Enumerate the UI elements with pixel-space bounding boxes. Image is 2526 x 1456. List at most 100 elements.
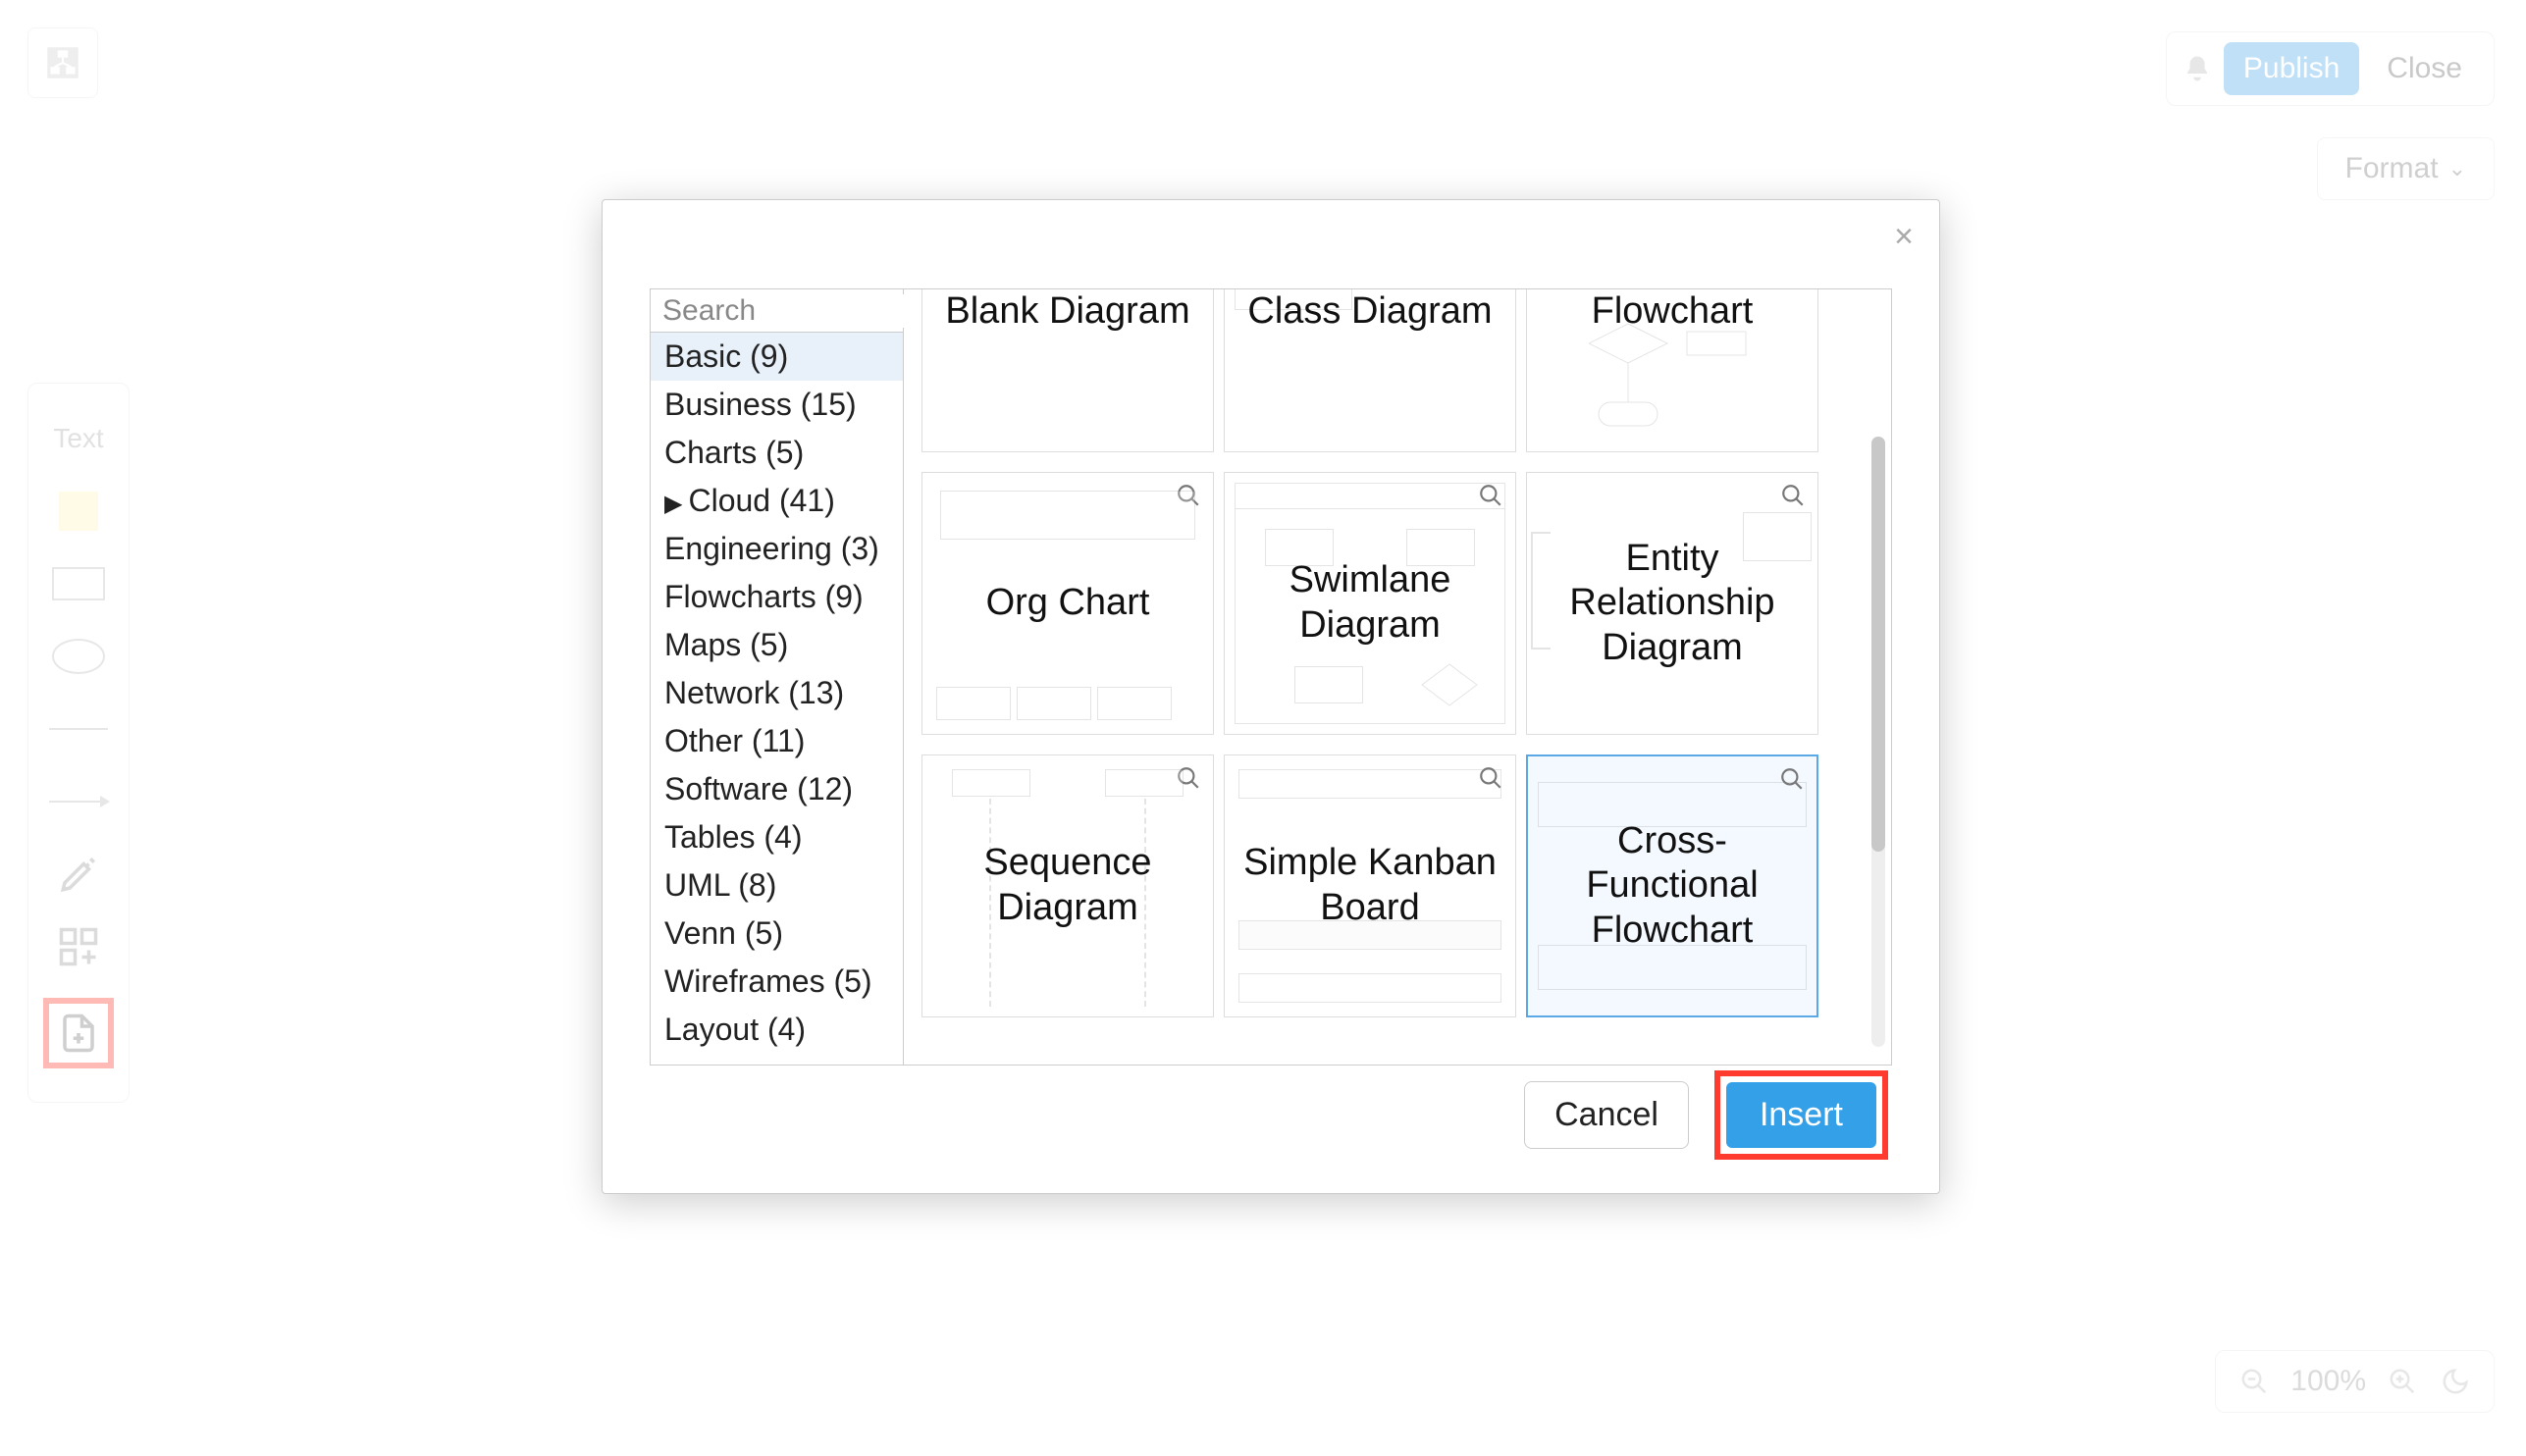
category-label: Tables (4) xyxy=(664,819,803,855)
category-label: Venn (5) xyxy=(664,915,783,951)
category-label: Business (15) xyxy=(664,387,857,422)
pencil-sparkle-icon xyxy=(58,854,99,895)
category-item[interactable]: Flowcharts (9) xyxy=(651,573,903,621)
category-item[interactable]: ▶Cloud (41) xyxy=(651,477,903,525)
preview-zoom-icon[interactable] xyxy=(1780,483,1806,508)
category-item[interactable]: Wireframes (5) xyxy=(651,958,903,1006)
modal-footer: Cancel Insert xyxy=(1524,1070,1888,1160)
format-dropdown[interactable]: Format ⌄ xyxy=(2317,137,2495,200)
template-card[interactable]: Flowchart xyxy=(1526,289,1818,452)
template-title: Org Chart xyxy=(980,581,1156,626)
rectangle-tool[interactable] xyxy=(49,562,108,605)
arrow-icon xyxy=(49,801,108,803)
zoom-value: 100% xyxy=(2290,1365,2366,1398)
template-card[interactable]: Class Diagram xyxy=(1224,289,1516,452)
freehand-tool[interactable] xyxy=(49,853,108,896)
template-card[interactable]: Cross-Functional Flowchart xyxy=(1526,754,1818,1017)
expand-icon: ▶ xyxy=(664,491,682,517)
line-tool[interactable] xyxy=(49,707,108,751)
search-row xyxy=(651,289,903,333)
text-tool[interactable]: Text xyxy=(49,417,108,460)
scrollbar-thumb[interactable] xyxy=(1871,437,1885,852)
sticky-note-icon xyxy=(59,492,98,531)
category-label: Other (11) xyxy=(664,723,805,758)
template-card[interactable]: Blank Diagram xyxy=(921,289,1214,452)
category-label: Wireframes (5) xyxy=(664,963,872,999)
template-area: Blank Diagram Class Diagram Flowchart Org C… xyxy=(904,289,1891,1065)
ellipse-icon xyxy=(52,639,105,674)
line-icon xyxy=(49,728,108,730)
modal-close-icon[interactable]: × xyxy=(1894,218,1914,256)
category-label: Layout (4) xyxy=(664,1012,806,1047)
category-item[interactable]: Basic (9) xyxy=(651,333,903,381)
shapes-grid-icon xyxy=(58,926,99,967)
category-item[interactable]: Layout (4) xyxy=(651,1006,903,1054)
preview-zoom-icon[interactable] xyxy=(1176,765,1201,791)
category-item[interactable]: Venn (5) xyxy=(651,910,903,958)
arrow-tool[interactable] xyxy=(49,780,108,823)
category-label: Basic (9) xyxy=(664,338,788,374)
close-button[interactable]: Close xyxy=(2369,42,2480,95)
template-picker-modal: × Basic (9) Business (15) Charts (5) ▶Cloud… xyxy=(602,199,1940,1194)
category-item[interactable]: Engineering (3) xyxy=(651,525,903,573)
category-item[interactable]: Other (11) xyxy=(651,717,903,765)
category-item[interactable]: Maps (5) xyxy=(651,621,903,669)
preview-zoom-icon[interactable] xyxy=(1478,483,1503,508)
template-card[interactable]: Org Chart xyxy=(921,472,1214,735)
format-label: Format xyxy=(2345,152,2439,185)
category-label: Charts (5) xyxy=(664,435,804,470)
cancel-button[interactable]: Cancel xyxy=(1524,1081,1689,1149)
diagram-app-icon xyxy=(42,42,83,83)
ellipse-tool[interactable] xyxy=(49,635,108,678)
template-card[interactable]: Simple Kanban Board xyxy=(1224,754,1516,1017)
template-title: Sequence Diagram xyxy=(922,841,1213,930)
category-label: Software (12) xyxy=(664,771,853,806)
template-title: Flowchart xyxy=(1586,289,1760,335)
category-item[interactable]: Tables (4) xyxy=(651,813,903,861)
rectangle-icon xyxy=(52,567,105,600)
category-label: Flowcharts (9) xyxy=(664,579,864,614)
shapes-tool[interactable] xyxy=(49,925,108,968)
note-tool[interactable] xyxy=(49,490,108,533)
template-title: Simple Kanban Board xyxy=(1225,841,1515,930)
template-title: Blank Diagram xyxy=(939,289,1195,335)
file-plus-icon xyxy=(58,1013,99,1054)
publish-button[interactable]: Publish xyxy=(2224,42,2359,95)
template-card[interactable]: Sequence Diagram xyxy=(921,754,1214,1017)
templates-tool[interactable] xyxy=(43,998,114,1068)
modal-body: Basic (9) Business (15) Charts (5) ▶Cloud (… xyxy=(650,288,1892,1066)
template-grid: Blank Diagram Class Diagram Flowchart Org C… xyxy=(921,289,1862,1017)
category-item[interactable]: Software (12) xyxy=(651,765,903,813)
zoom-out-icon[interactable] xyxy=(2237,1365,2271,1398)
category-panel: Basic (9) Business (15) Charts (5) ▶Cloud (… xyxy=(651,289,904,1065)
category-item[interactable]: Network (13) xyxy=(651,669,903,717)
template-title: Class Diagram xyxy=(1241,289,1498,335)
category-label: Cloud (41) xyxy=(688,483,834,518)
category-item[interactable]: UML (8) xyxy=(651,861,903,910)
zoom-in-icon[interactable] xyxy=(2386,1365,2419,1398)
preview-zoom-icon[interactable] xyxy=(1779,766,1805,792)
dark-mode-icon[interactable] xyxy=(2439,1365,2472,1398)
insert-button[interactable]: Insert xyxy=(1726,1082,1876,1148)
preview-zoom-icon[interactable] xyxy=(1176,483,1201,508)
category-label: Engineering (3) xyxy=(664,531,879,566)
insert-button-highlight: Insert xyxy=(1714,1070,1888,1160)
template-card[interactable]: Swimlane Diagram xyxy=(1224,472,1516,735)
top-actions: Publish Close xyxy=(2166,31,2495,106)
chevron-down-icon: ⌄ xyxy=(2448,156,2466,182)
zoom-controls: 100% xyxy=(2215,1350,2495,1413)
category-label: Maps (5) xyxy=(664,627,788,662)
notifications-icon[interactable] xyxy=(2181,52,2214,85)
left-toolbar: Text xyxy=(27,383,130,1103)
template-title: Cross-Functional Flowchart xyxy=(1528,819,1816,954)
category-list[interactable]: Basic (9) Business (15) Charts (5) ▶Cloud (… xyxy=(651,333,903,1065)
preview-zoom-icon[interactable] xyxy=(1478,765,1503,791)
template-title: Entity Relationship Diagram xyxy=(1527,537,1817,671)
app-logo[interactable] xyxy=(27,27,98,98)
category-item[interactable]: Charts (5) xyxy=(651,429,903,477)
scrollbar[interactable] xyxy=(1871,437,1885,1047)
template-title: Swimlane Diagram xyxy=(1225,558,1515,648)
category-item[interactable]: Business (15) xyxy=(651,381,903,429)
template-card[interactable]: Entity Relationship Diagram xyxy=(1526,472,1818,735)
category-label: UML (8) xyxy=(664,867,776,903)
